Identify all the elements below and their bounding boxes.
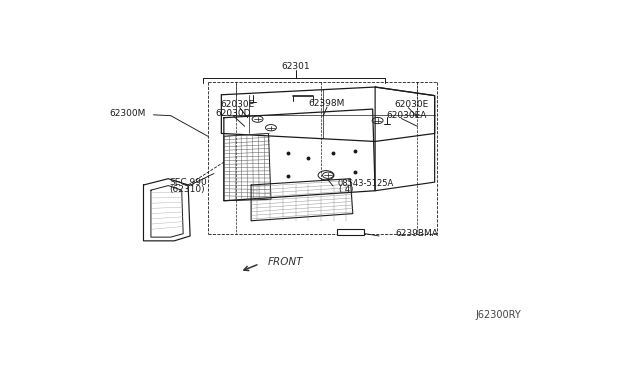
FancyBboxPatch shape [90, 50, 566, 326]
Text: 08543-5125A: 08543-5125A [338, 179, 394, 188]
Text: 62398M: 62398M [309, 99, 345, 108]
FancyBboxPatch shape [337, 229, 364, 235]
Text: 62030EA: 62030EA [386, 111, 426, 120]
Text: 62301: 62301 [282, 62, 310, 71]
Text: ( 4): ( 4) [339, 185, 353, 193]
Text: 62030E: 62030E [221, 100, 255, 109]
Text: J62300RY: J62300RY [476, 310, 522, 320]
Text: FRONT: FRONT [268, 257, 303, 267]
Text: (62310): (62310) [169, 185, 205, 194]
Text: 62030D: 62030D [215, 109, 250, 118]
Text: 62300M: 62300M [109, 109, 146, 118]
Text: SEC.990: SEC.990 [169, 178, 207, 187]
Text: 62030E: 62030E [394, 100, 428, 109]
Text: 6239BMA: 6239BMA [395, 229, 438, 238]
